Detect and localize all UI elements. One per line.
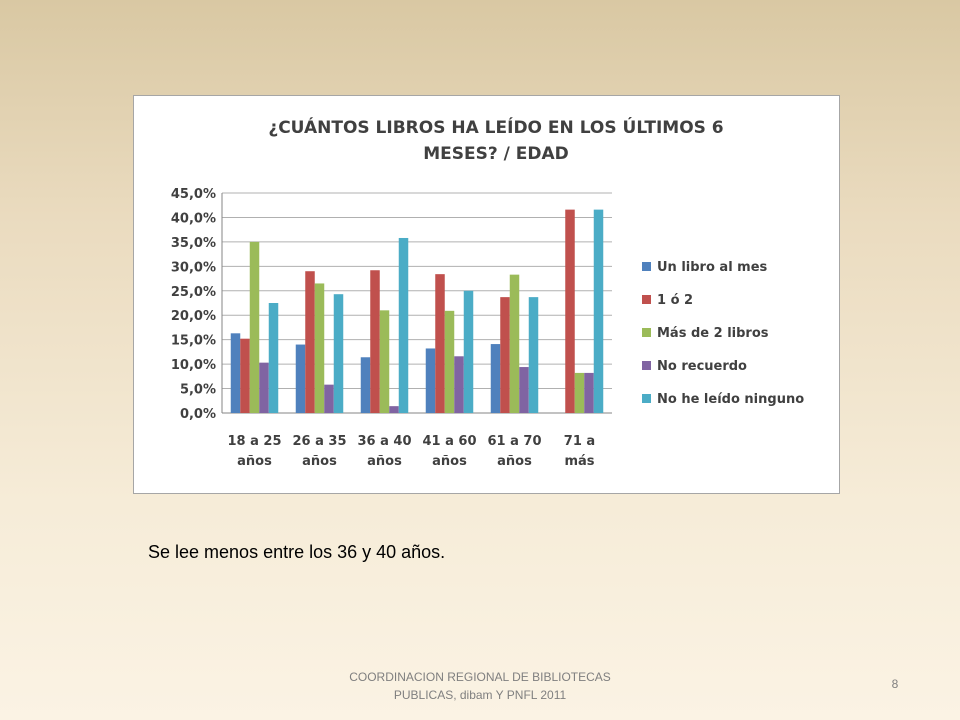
x-category-label: 61 a 70 [487,434,541,449]
y-tick-label: 5,0% [180,383,216,398]
chart-container: ¿CUÁNTOS LIBROS HA LEÍDO EN LOS ÚLTIMOS … [133,95,840,494]
legend-label: No recuerdo [657,359,747,374]
bar [574,372,585,413]
x-category-label: años [497,454,532,469]
bar [398,237,409,413]
gridlines [221,192,612,414]
bars [230,209,604,413]
y-tick-label: 30,0% [171,260,216,275]
bar [565,209,575,413]
y-tick-label: 10,0% [171,358,216,373]
page-number: 8 [891,677,899,691]
bar [425,348,436,413]
bar [519,367,529,413]
chart-title: ¿CUÁNTOS LIBROS HA LEÍDO EN LOS ÚLTIMOS … [268,116,723,164]
legend-label: Más de 2 libros [657,326,769,341]
bar [389,406,399,413]
legend-swatch [642,295,651,304]
legend: Un libro al mes 1 ó 2 Más de 2 libros No re… [642,260,804,407]
bar [379,310,390,413]
bar [490,344,501,413]
y-tick-label: 0,0% [180,407,216,422]
y-tick-label: 35,0% [171,236,216,251]
x-category-label: años [237,454,272,469]
bar [259,362,269,413]
y-tick-label: 25,0% [171,285,216,300]
y-tick-label: 40,0% [171,211,216,226]
bar [593,209,604,413]
footer-line-1: COORDINACION REGIONAL DE BIBLIOTECAS [349,670,611,684]
x-category-label: 26 a 35 [292,434,346,449]
x-axis-categories: 18 a 25 años 26 a 35 años 36 a 40 años 41 a 60… [227,434,595,469]
bar-chart: ¿CUÁNTOS LIBROS HA LEÍDO EN LOS ÚLTIMOS … [171,116,804,469]
bar [314,283,325,413]
y-tick-label: 45,0% [171,187,216,202]
bar [435,274,445,413]
x-category-label: años [432,454,467,469]
x-category-label: 41 a 60 [422,434,476,449]
y-tick-label: 15,0% [171,334,216,349]
bar [528,297,539,413]
bar [305,271,315,413]
bar [240,338,250,413]
x-category-label: 71 a [564,434,595,449]
x-category-label: más [564,454,594,469]
caption-text: Se lee menos entre los 36 y 40 años. [148,542,446,562]
bar [500,297,510,413]
bar [360,357,371,413]
legend-label: No he leído ninguno [657,392,804,407]
legend-label: 1 ó 2 [657,293,693,308]
x-category-label: 36 a 40 [357,434,411,449]
bar [584,372,594,413]
chart-title-line-1: ¿CUÁNTOS LIBROS HA LEÍDO EN LOS ÚLTIMOS … [268,116,723,138]
x-category-label: años [302,454,337,469]
bar [370,270,380,413]
bar [333,294,344,413]
y-axis-ticks: 0,0% 5,0% 10,0% 15,0% 20,0% 25,0% 30,0% 35,0% 40… [171,187,216,422]
legend-swatch [642,361,651,370]
bar [295,344,306,413]
legend-label: Un libro al mes [657,260,768,275]
footer: COORDINACION REGIONAL DE BIBLIOTECAS PUB… [310,668,650,704]
chart-title-line-2: MESES? / EDAD [423,144,569,164]
bar [463,290,474,413]
y-tick-label: 20,0% [171,309,216,324]
bar [454,356,464,413]
bar [268,303,279,413]
bar [249,241,260,413]
footer-line-2: PUBLICAS, dibam Y PNFL 2011 [393,688,567,702]
bar [230,333,241,413]
legend-swatch [642,262,651,271]
x-category-label: 18 a 25 [227,434,281,449]
x-category-label: años [367,454,402,469]
legend-swatch [642,328,651,337]
legend-swatch [642,394,651,403]
bar [509,274,520,413]
bar [444,310,455,413]
bar [324,384,334,413]
